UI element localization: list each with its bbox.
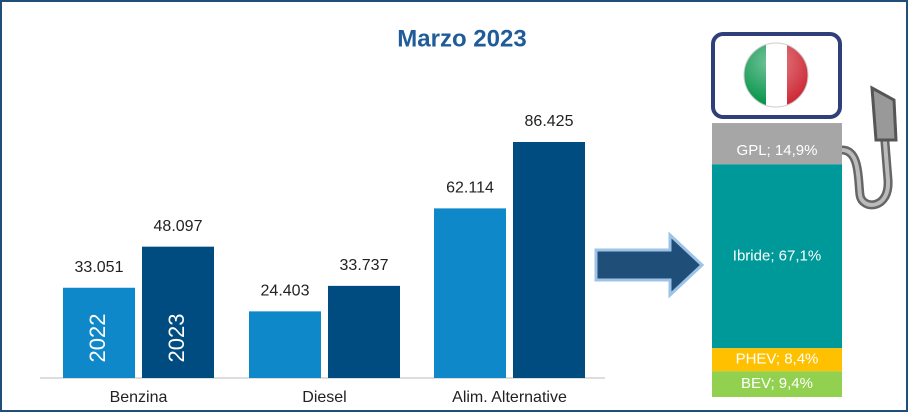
segment-label: BEV; 9,4% <box>741 375 813 392</box>
segment-label: PHEV; 8,4% <box>736 351 819 368</box>
data-label: 33.051 <box>75 259 124 276</box>
flag-rim <box>743 42 809 108</box>
segment <box>712 123 842 124</box>
chart-title: Marzo 2023 <box>397 25 526 52</box>
bar <box>328 285 400 378</box>
flag <box>744 43 808 107</box>
data-label: 33.737 <box>340 257 389 274</box>
bar <box>249 311 321 378</box>
hose-inner <box>840 128 891 207</box>
bar <box>513 142 585 378</box>
bar <box>434 208 506 378</box>
data-label: 62.114 <box>446 180 494 197</box>
x-tick-label: Diesel <box>302 389 346 406</box>
data-label: 48.097 <box>154 218 203 235</box>
x-tick-label: Benzina <box>110 389 168 406</box>
bar <box>63 287 135 378</box>
series-label: 2023 <box>164 314 189 363</box>
segment <box>712 348 842 372</box>
segment-label: GPL; 14,9% <box>737 142 818 159</box>
data-label: 86.425 <box>525 113 574 130</box>
segment <box>712 123 842 165</box>
segment <box>712 371 842 397</box>
series-label: 2022 <box>85 314 110 363</box>
data-label: 24.403 <box>261 283 310 300</box>
nozzle <box>870 85 898 142</box>
segment-label: Ibride; 67,1% <box>733 247 821 264</box>
segment <box>712 164 842 349</box>
bar <box>142 246 214 378</box>
x-tick-label: Alim. Alternative <box>452 389 567 406</box>
arrow <box>594 231 705 299</box>
